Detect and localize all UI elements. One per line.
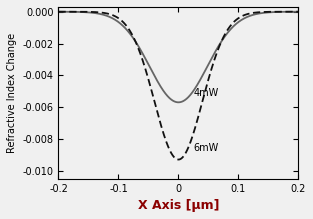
Text: 4mW: 4mW [193, 88, 219, 98]
Text: 6mW: 6mW [193, 143, 219, 153]
X-axis label: X Axis [μm]: X Axis [μm] [138, 199, 219, 212]
Y-axis label: Refractive Index Change: Refractive Index Change [7, 33, 17, 153]
